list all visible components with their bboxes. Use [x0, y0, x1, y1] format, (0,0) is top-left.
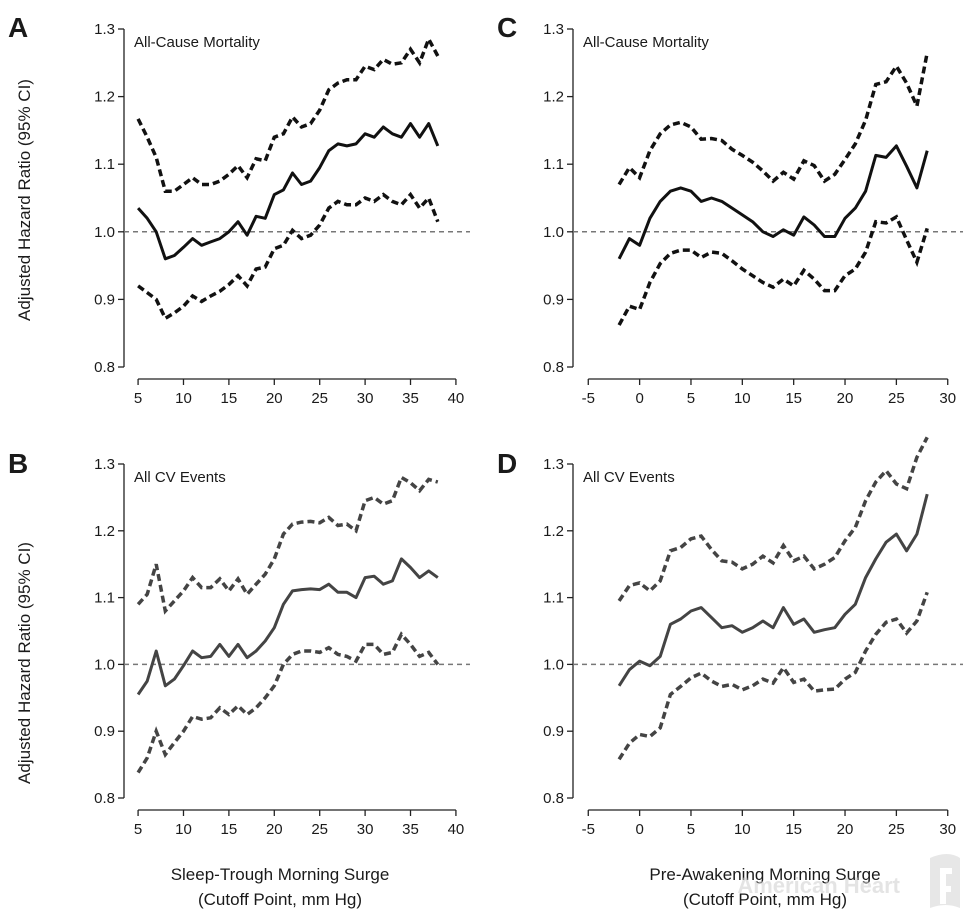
x-tick-label-d: -5: [582, 821, 595, 838]
x-tick-label-a: 15: [221, 390, 238, 407]
x-tick-label-a: 30: [357, 390, 374, 407]
upper-ci-line-b: [136, 474, 439, 615]
x-tick-label-b: 30: [357, 821, 374, 838]
x-tick-label-d: 15: [785, 821, 802, 838]
panel-letter-a: A: [8, 12, 28, 43]
x-tick-label-c: 15: [785, 390, 802, 407]
ylabel-bottom: Adjusted Hazard Ratio (95% CI): [15, 542, 34, 784]
x-tick-label-c: 20: [837, 390, 854, 407]
watermark-text: American Heart: [737, 873, 900, 898]
x-tick-label-c: 5: [687, 390, 695, 407]
panel-b: B All CV Events 0.8 0.9 1.0 1.1 1.2 1.3 5 10 15 20 2…: [8, 448, 470, 838]
x-tick-label-d: 0: [635, 821, 643, 838]
y-tick-label-b: 0.9: [94, 723, 115, 740]
upper-ci-line-c: [617, 52, 929, 186]
y-tick-label-c: 1.2: [543, 89, 564, 106]
x-tick-label-a: 35: [402, 390, 419, 407]
panel-c: C All-Cause Mortality 0.8 0.9 1.0 1.1 1.2 1.3 -5…: [497, 12, 963, 407]
panel-title-d: All CV Events: [583, 469, 675, 486]
panel-a: A All-Cause Mortality 0.8 0.9 1.0 1.1 1.2 1.3 5 1…: [8, 12, 470, 407]
y-tick-label-d: 1.0: [543, 656, 564, 673]
x-tick-label-a: 10: [175, 390, 192, 407]
x-tick-label-a: 5: [134, 390, 142, 407]
y-tick-label-a: 1.0: [94, 224, 115, 241]
x-tick-label-d: 10: [734, 821, 751, 838]
y-tick-label-a: 0.8: [94, 359, 115, 376]
panel-letter-d: D: [497, 448, 517, 479]
x-tick-label-b: 25: [311, 821, 328, 838]
xlabel-left-line2: (Cutoff Point, mm Hg): [198, 890, 362, 909]
hazard-ratio-line-a: [136, 122, 440, 261]
y-tick-label-d: 0.9: [543, 723, 564, 740]
panel-title-c: All-Cause Mortality: [583, 34, 709, 51]
x-tick-label-c: 30: [939, 390, 956, 407]
x-tick-label-b: 5: [134, 821, 142, 838]
x-tick-label-b: 15: [221, 821, 238, 838]
y-tick-label-b: 1.0: [94, 656, 115, 673]
upper-ci-line-a: [136, 34, 440, 193]
xlabel-right-line2: (Cutoff Point, mm Hg): [683, 890, 847, 909]
xlabel-right-line1: Pre-Awakening Morning Surge: [649, 865, 880, 884]
y-tick-label-c: 1.3: [543, 21, 564, 38]
x-tick-label-b: 10: [175, 821, 192, 838]
lower-ci-line-a: [137, 191, 440, 321]
panel-d: D All CV Events 0.8 0.9 1.0 1.1 1.2 1.3 -5 0 5 10 15…: [497, 436, 963, 838]
panels-layer: A All-Cause Mortality 0.8 0.9 1.0 1.1 1.2 1.3 5 1…: [8, 12, 963, 838]
watermark-logo-icon: [930, 854, 960, 908]
x-tick-label-c: 25: [888, 390, 905, 407]
hazard-ratio-line-b: [136, 557, 439, 696]
panel-title-b: All CV Events: [134, 469, 226, 486]
x-tick-label-b: 40: [448, 821, 465, 838]
y-tick-label-a: 0.9: [94, 291, 115, 308]
x-tick-label-b: 20: [266, 821, 283, 838]
y-tick-label-b: 1.2: [94, 523, 115, 540]
x-tick-label-a: 40: [448, 390, 465, 407]
panel-title-a: All-Cause Mortality: [134, 34, 260, 51]
y-tick-label-b: 1.3: [94, 456, 115, 473]
panel-letter-c: C: [497, 12, 517, 43]
y-tick-label-d: 0.8: [543, 790, 564, 807]
x-tick-label-d: 20: [837, 821, 854, 838]
x-tick-label-b: 35: [402, 821, 419, 838]
x-tick-label-a: 20: [266, 390, 283, 407]
x-tick-label-d: 25: [888, 821, 905, 838]
y-tick-label-b: 1.1: [94, 590, 115, 607]
y-tick-label-a: 1.1: [94, 156, 115, 173]
upper-ci-line-d: [617, 436, 929, 602]
x-tick-label-a: 25: [311, 390, 328, 407]
lower-ci-line-d: [617, 591, 929, 761]
y-tick-label-a: 1.2: [94, 89, 115, 106]
x-tick-label-c: 10: [734, 390, 751, 407]
y-tick-label-b: 0.8: [94, 790, 115, 807]
lower-ci-line-c: [617, 214, 929, 326]
x-tick-label-d: 5: [687, 821, 695, 838]
x-tick-label-c: 0: [635, 390, 643, 407]
y-tick-label-d: 1.1: [543, 590, 564, 607]
y-tick-label-c: 0.9: [543, 291, 564, 308]
hazard-ratio-line-d: [617, 493, 929, 687]
y-tick-label-d: 1.3: [543, 456, 564, 473]
y-tick-label-d: 1.2: [543, 523, 564, 540]
y-tick-label-c: 0.8: [543, 359, 564, 376]
ylabel-top: Adjusted Hazard Ratio (95% CI): [15, 79, 34, 321]
y-tick-label-a: 1.3: [94, 21, 115, 38]
y-tick-label-c: 1.1: [543, 156, 564, 173]
y-tick-label-c: 1.0: [543, 224, 564, 241]
x-tick-label-c: -5: [582, 390, 595, 407]
panel-letter-b: B: [8, 448, 28, 479]
hazard-ratio-line-c: [617, 144, 929, 260]
x-tick-label-d: 30: [939, 821, 956, 838]
xlabel-left-line1: Sleep-Trough Morning Surge: [171, 865, 390, 884]
lower-ci-line-b: [136, 631, 440, 774]
